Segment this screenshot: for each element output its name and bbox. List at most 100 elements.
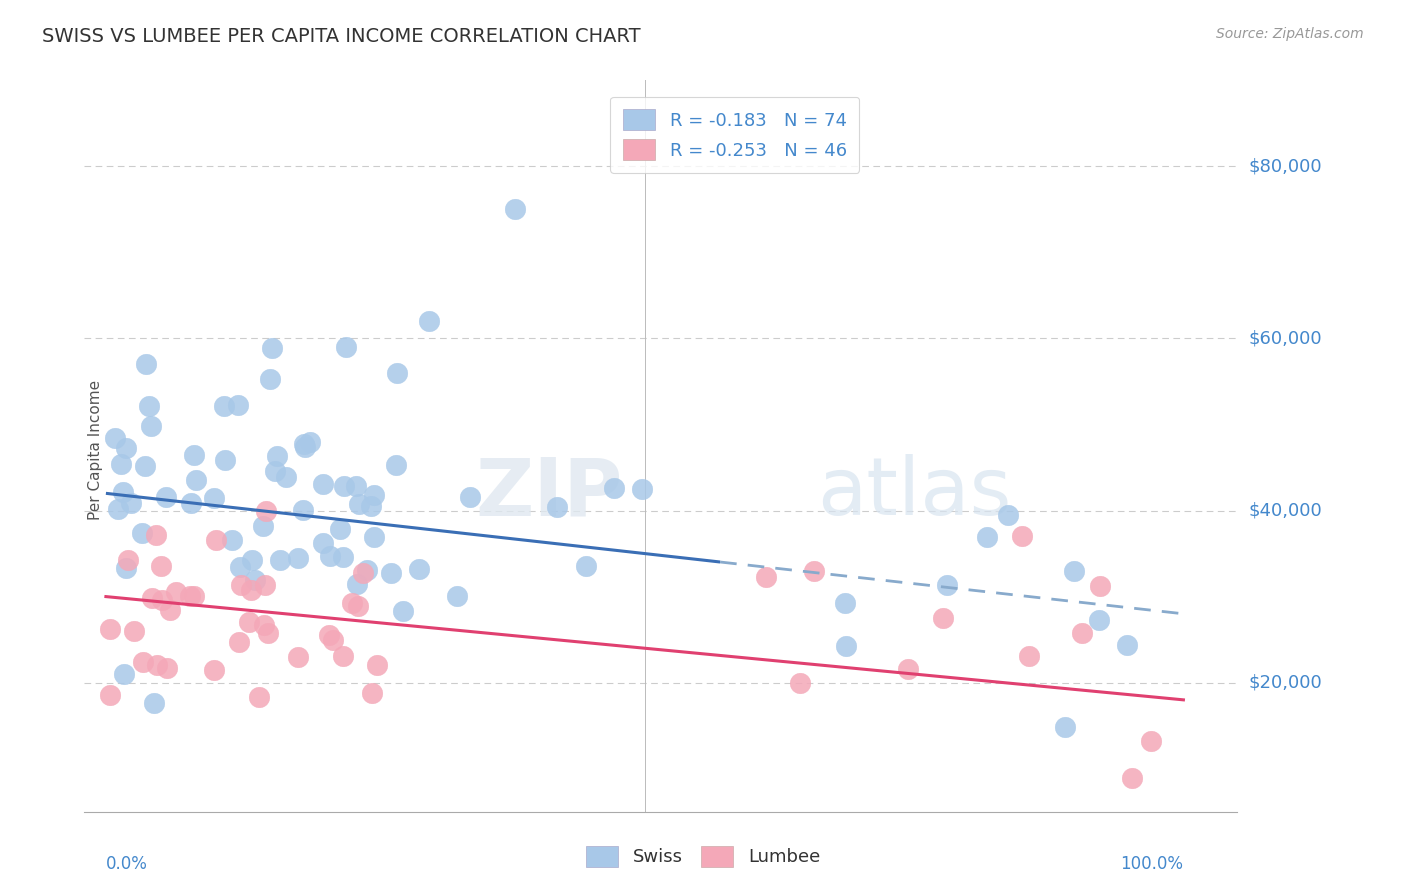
Text: Per Capita Income: Per Capita Income [87,380,103,520]
Point [221,533,243,547]
Point [1090,579,1112,593]
Point [262,341,284,355]
Point [1087,613,1109,627]
Point [165,584,187,599]
Point [202,491,225,505]
Point [318,628,340,642]
Point [259,372,281,386]
Legend: R = -0.183   N = 74, R = -0.253   N = 46: R = -0.183 N = 74, R = -0.253 N = 46 [610,96,859,173]
Point [205,533,228,548]
Point [1063,564,1085,578]
Point [834,639,856,653]
Point [936,578,959,592]
Point [363,530,385,544]
Point [380,566,402,580]
Point [269,553,291,567]
Point [1070,626,1092,640]
Point [384,458,406,473]
Point [1140,734,1163,748]
Point [184,473,207,487]
Point [214,453,236,467]
Point [344,479,367,493]
Point [353,566,375,580]
Point [360,499,382,513]
Point [131,655,153,669]
Point [292,437,315,451]
Point [1116,638,1139,652]
Point [124,624,146,638]
Text: atlas: atlas [817,454,1011,533]
Point [135,357,157,371]
Point [212,399,235,413]
Text: ZIP: ZIP [475,454,623,533]
Point [179,590,201,604]
Point [446,590,468,604]
Text: $40,000: $40,000 [1249,501,1322,519]
Point [347,599,370,613]
Point [803,564,825,578]
Point [229,560,252,574]
Point [156,661,179,675]
Text: $80,000: $80,000 [1249,157,1322,176]
Text: $60,000: $60,000 [1249,329,1322,348]
Point [366,657,388,672]
Point [253,617,276,632]
Point [141,418,163,433]
Text: SWISS VS LUMBEE PER CAPITA INCOME CORRELATION CHART: SWISS VS LUMBEE PER CAPITA INCOME CORREL… [42,27,641,45]
Point [228,635,250,649]
Legend: Swiss, Lumbee: Swiss, Lumbee [579,838,827,874]
Point [630,482,652,496]
Point [159,603,181,617]
Point [408,562,430,576]
Point [1011,529,1033,543]
Point [134,458,156,473]
Point [356,563,378,577]
Point [1054,720,1077,734]
Point [311,536,333,550]
Point [329,522,352,536]
Point [347,497,370,511]
Point [107,501,129,516]
Point [931,610,953,624]
Point [335,340,357,354]
Point [183,448,205,462]
Point [385,366,408,380]
Point [291,503,314,517]
Point [247,690,270,705]
Point [183,589,205,603]
Text: 0.0%: 0.0% [105,855,148,872]
Point [319,549,342,563]
Point [120,496,142,510]
Point [976,530,998,544]
Point [997,508,1019,522]
Point [131,525,153,540]
Point [243,573,266,587]
Point [897,663,920,677]
Point [1121,771,1143,785]
Point [238,615,260,629]
Point [254,504,277,518]
Point [1018,649,1040,664]
Point [460,490,482,504]
Point [346,577,368,591]
Point [287,550,309,565]
Text: $20,000: $20,000 [1249,673,1322,691]
Point [155,490,177,504]
Point [332,549,354,564]
Point [299,434,322,449]
Point [418,314,440,328]
Point [392,604,415,618]
Point [115,441,138,455]
Point [505,202,527,217]
Point [312,476,335,491]
Point [240,553,263,567]
Point [575,558,598,573]
Point [834,596,856,610]
Point [363,488,385,502]
Point [98,688,121,702]
Point [138,400,160,414]
Point [202,663,225,677]
Point [264,464,287,478]
Point [546,500,568,514]
Point [294,441,316,455]
